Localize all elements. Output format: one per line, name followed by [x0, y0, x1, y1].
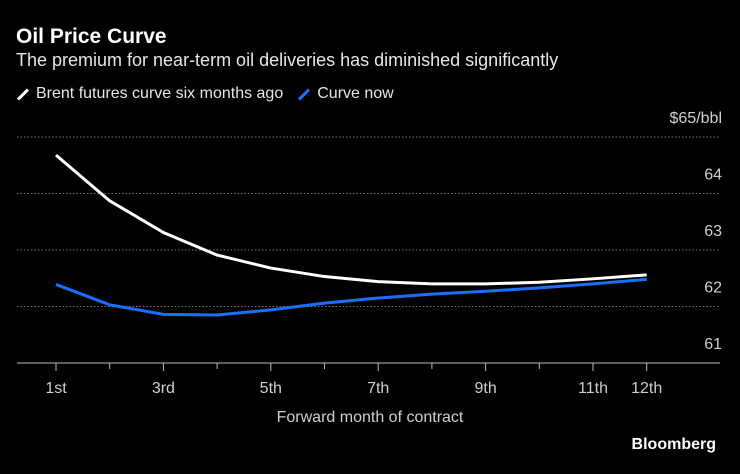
series-line-curve-now	[55, 277, 647, 317]
legend-label: Curve now	[317, 85, 394, 102]
y-tick-label: 63	[704, 223, 722, 240]
x-tick-label: 12th	[631, 380, 662, 397]
x-tick-label: 7th	[367, 380, 389, 397]
legend: Brent futures curve six months ago Curve…	[16, 85, 394, 103]
series-line-six-months-ago	[55, 153, 647, 286]
x-tick-label: 1st	[45, 380, 67, 397]
bloomberg-logo: Bloomberg	[631, 436, 716, 453]
legend-item-curve-now: Curve now	[297, 85, 394, 103]
chart-subtitle: The premium for near-term oil deliveries…	[16, 50, 559, 70]
y-tick-label: 62	[704, 280, 722, 297]
x-axis-label: Forward month of contract	[277, 409, 464, 426]
x-tick-label: 3rd	[152, 380, 175, 397]
x-tick-label: 9th	[474, 380, 496, 397]
y-tick-label: $65/bbl	[670, 110, 723, 127]
chart-title: Oil Price Curve	[16, 25, 167, 48]
x-tick-label: 11th	[578, 380, 608, 397]
y-tick-label: 61	[704, 336, 722, 353]
legend-item-six-months-ago: Brent futures curve six months ago	[16, 85, 283, 103]
x-tick-label: 5th	[260, 380, 282, 397]
legend-label: Brent futures curve six months ago	[36, 85, 284, 102]
y-tick-label: 64	[704, 167, 722, 184]
